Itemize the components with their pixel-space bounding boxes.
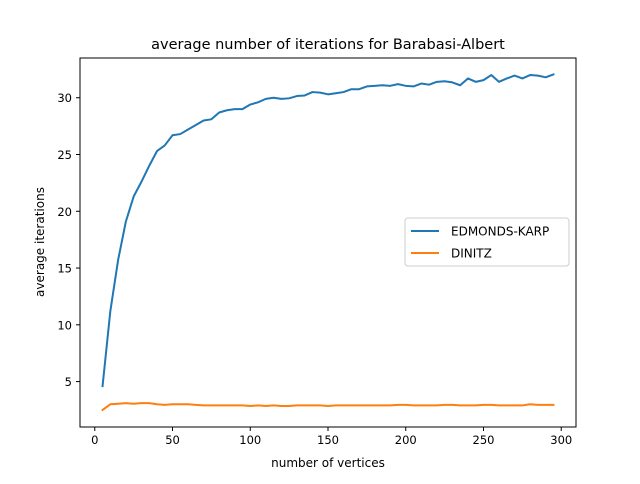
x-tick-label: 300 bbox=[550, 433, 572, 447]
x-axis-ticks: 0 50 100 150 200 250 300 bbox=[91, 427, 572, 447]
chart-title: average number of iterations for Barabas… bbox=[151, 37, 505, 53]
y-tick-label: 10 bbox=[57, 318, 72, 332]
y-tick-label: 20 bbox=[57, 205, 72, 219]
y-tick-label: 5 bbox=[65, 375, 72, 389]
y-tick-label: 15 bbox=[57, 262, 72, 276]
x-tick-label: 250 bbox=[473, 433, 495, 447]
legend-label-edmonds-karp: EDMONDS-KARP bbox=[451, 225, 549, 239]
y-axis-ticks: 5 10 15 20 25 30 bbox=[57, 91, 80, 389]
series-line-dinitz bbox=[103, 403, 554, 410]
legend-label-dinitz: DINITZ bbox=[451, 247, 492, 261]
x-tick-label: 50 bbox=[165, 433, 180, 447]
x-axis-label: number of vertices bbox=[271, 456, 385, 470]
legend: EDMONDS-KARP DINITZ bbox=[405, 218, 569, 266]
y-axis-label: average iterations bbox=[33, 187, 47, 297]
y-tick-label: 25 bbox=[57, 148, 72, 162]
x-tick-label: 0 bbox=[91, 433, 98, 447]
x-tick-label: 200 bbox=[395, 433, 417, 447]
x-tick-label: 100 bbox=[239, 433, 261, 447]
y-tick-label: 30 bbox=[57, 91, 72, 105]
x-tick-label: 150 bbox=[317, 433, 339, 447]
